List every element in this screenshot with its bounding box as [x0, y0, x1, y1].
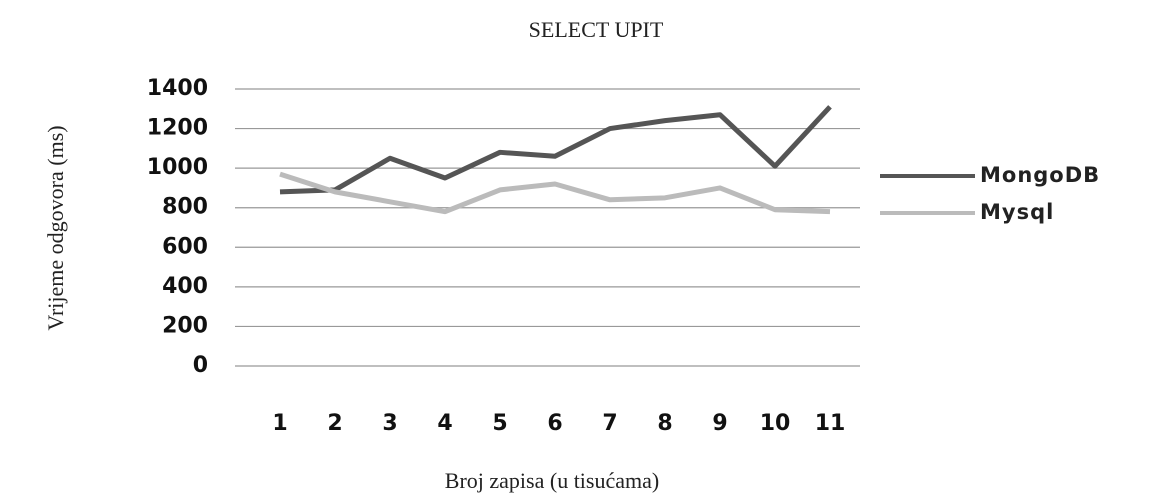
- y-tick-label: 200: [162, 313, 208, 338]
- y-tick-label: 600: [162, 234, 208, 259]
- y-tick-label: 400: [162, 274, 208, 299]
- legend-label: MongoDB: [980, 163, 1100, 187]
- y-tick-label: 1400: [147, 76, 208, 101]
- y-axis-label: Vrijeme odgovora (ms): [43, 125, 68, 330]
- x-tick-label: 7: [602, 411, 617, 436]
- chart-title: SELECT UPIT: [529, 17, 664, 42]
- line: [279, 171, 831, 215]
- x-tick-label: 8: [657, 411, 672, 436]
- x-tick-label: 4: [437, 411, 452, 436]
- y-tick-label: 1000: [147, 155, 208, 180]
- x-tick-label: 9: [712, 411, 727, 436]
- x-tick-label: 10: [760, 411, 791, 436]
- x-tick-label: 1: [272, 411, 287, 436]
- x-tick-label: 6: [547, 411, 562, 436]
- x-tick-label: 2: [327, 411, 342, 436]
- x-tick-label: 11: [815, 411, 846, 436]
- x-tick-label: 3: [382, 411, 397, 436]
- x-axis-label: Broj zapisa (u tisućama): [445, 468, 659, 493]
- y-tick-label: 800: [162, 195, 208, 220]
- legend-label: Mysql: [980, 200, 1054, 224]
- y-tick-label: 1200: [147, 116, 208, 141]
- y-tick-label: 0: [193, 353, 208, 378]
- x-tick-label: 5: [492, 411, 507, 436]
- line: [279, 105, 832, 195]
